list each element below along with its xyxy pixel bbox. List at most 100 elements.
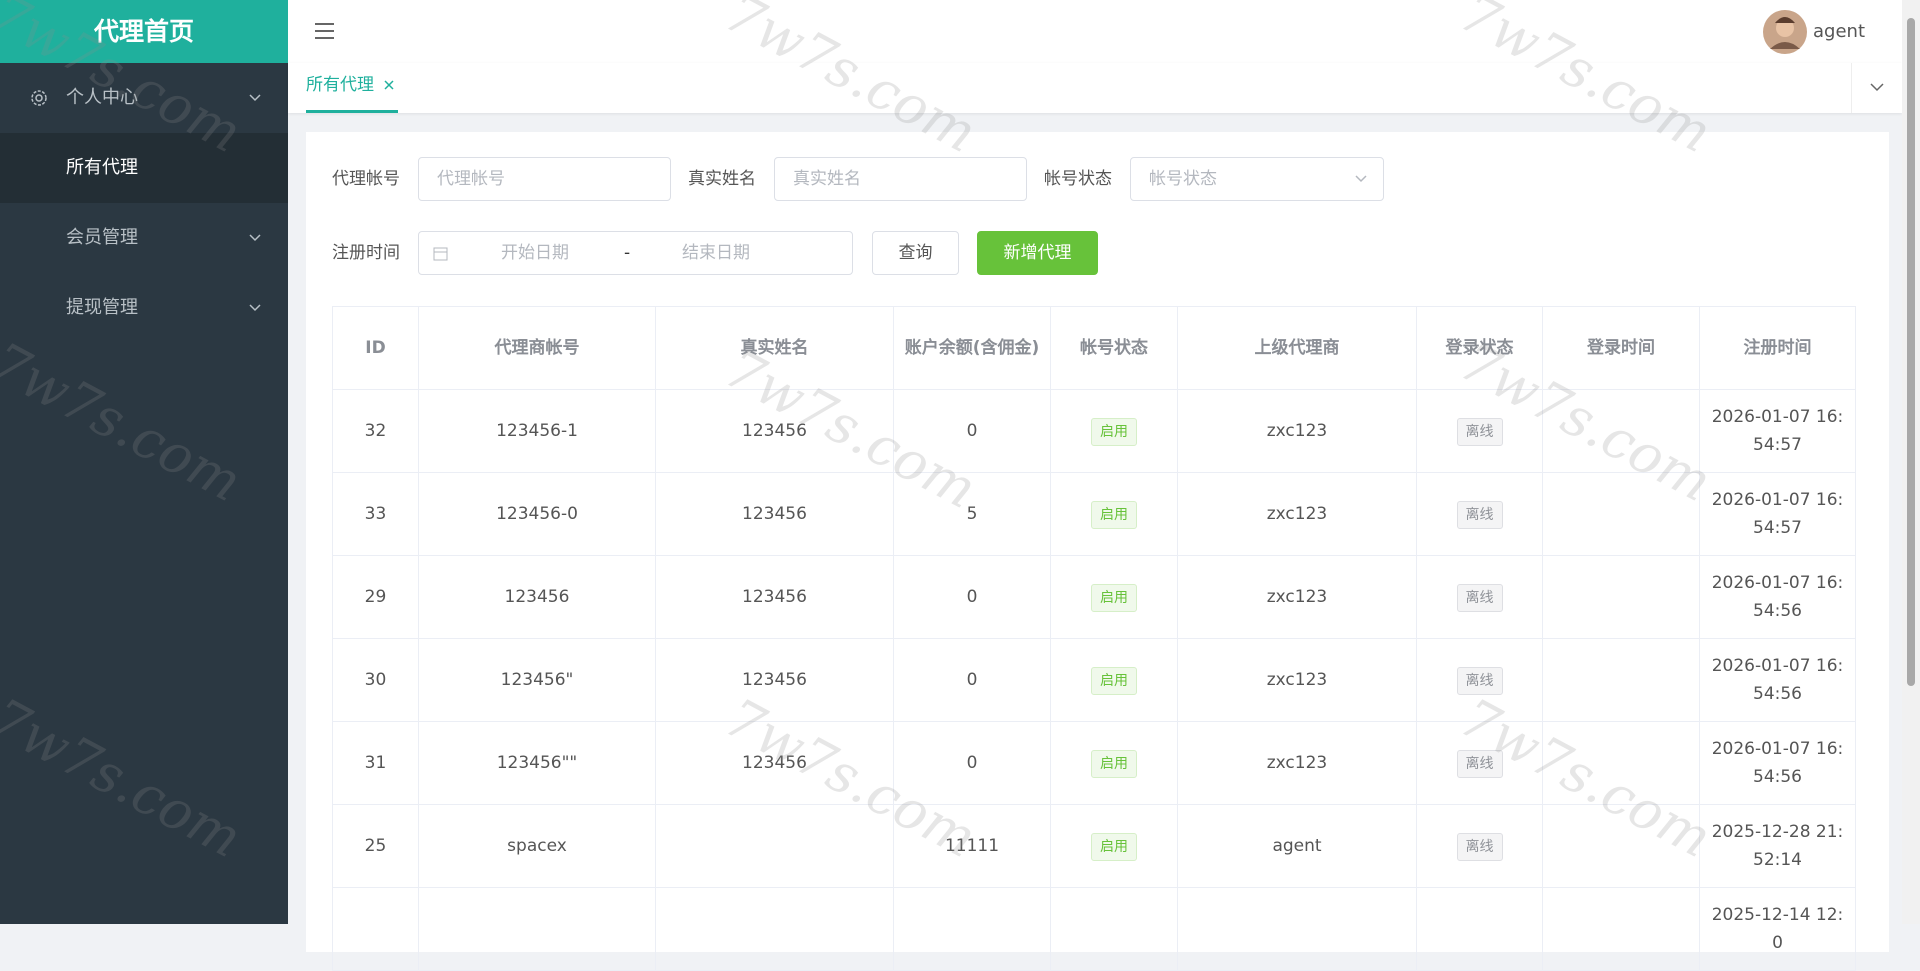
table-cell: 29 [332, 555, 419, 639]
menu-item[interactable]: 提现管理 [0, 273, 288, 343]
table-cell: 5 [893, 472, 1051, 556]
table-cell: 123456 [655, 721, 894, 805]
table-cell: 123456-0 [418, 472, 656, 556]
table-row: 2025-12-14 12:0 [332, 887, 1856, 971]
table-cell [1542, 472, 1700, 556]
table-cell [332, 887, 419, 971]
cell-text: 123456 [504, 587, 570, 607]
cell-text: zxc123 [1266, 504, 1328, 524]
cell-text: 2025-12-28 21:52:14 [1711, 822, 1844, 870]
name-input[interactable]: 真实姓名 [774, 157, 1027, 201]
tab[interactable]: 所有代理 [306, 63, 398, 113]
menu-chevron [249, 234, 261, 242]
column-header: 登录时间 [1542, 306, 1700, 390]
cell-text: 11111 [944, 836, 1000, 856]
cell-text: 33 [364, 504, 387, 524]
table-cell: 33 [332, 472, 419, 556]
cell-text: zxc123 [1266, 587, 1328, 607]
table-cell: 离线 [1416, 472, 1543, 556]
table-cell [1542, 721, 1700, 805]
agent-table: ID 代理商帐号 真实姓名 账户余额(含佣金) 帐号状态 上级代理商 登录状态 登录时间 注册时… [332, 306, 1856, 971]
start-date[interactable]: 开始日期 [501, 243, 569, 263]
cell-text: 2026-01-07 16:54:57 [1711, 407, 1844, 455]
filter-label: 代理帐号 [332, 169, 400, 189]
table-cell: 离线 [1416, 638, 1543, 722]
tab-bar: 所有代理 [288, 63, 1902, 113]
table-cell: 123456 [655, 638, 894, 722]
cell-text: 123456 [742, 670, 807, 690]
cell-text: zxc123 [1266, 753, 1328, 773]
login-badge: 离线 [1456, 832, 1503, 861]
menu-toggle[interactable] [314, 21, 336, 41]
cell-text: 123456 [742, 421, 807, 441]
table-cell [1177, 887, 1417, 971]
column-header: ID [332, 306, 419, 390]
login-badge: 离线 [1456, 749, 1503, 778]
table-cell [1542, 887, 1700, 971]
menu-item[interactable]: 所有代理 [0, 133, 288, 203]
query-button[interactable]: 查询 [872, 231, 959, 275]
table-cell: zxc123 [1177, 555, 1417, 639]
header: agent [288, 0, 1902, 63]
tab-label[interactable]: 所有代理 [306, 75, 374, 95]
table-cell: 2025-12-28 21:52:14 [1699, 804, 1856, 888]
column-header: 账户余额(含佣金) [893, 306, 1051, 390]
cell-text: spacex [507, 836, 567, 856]
table-cell [655, 804, 894, 888]
scrollbar[interactable] [1902, 0, 1920, 924]
logo[interactable]: 代理首页 [0, 0, 288, 63]
scrollbar-thumb[interactable] [1907, 18, 1915, 686]
cell-text: zxc123 [1266, 670, 1328, 690]
table-cell: 0 [893, 721, 1051, 805]
cell-text: 123456 [742, 587, 807, 607]
table-row: 30 123456" 123456 0 启用 zxc123 离线 2026-01-07 16:… [332, 638, 1856, 722]
status-select[interactable]: 帐号状态 [1130, 157, 1384, 201]
cell-text: 123456 [742, 504, 807, 524]
cell-text: 2026-01-07 16:54:56 [1711, 656, 1844, 704]
table-cell [1542, 804, 1700, 888]
table-cell [1542, 638, 1700, 722]
filter-label: 注册时间 [332, 243, 400, 263]
end-date[interactable]: 结束日期 [682, 243, 750, 263]
table-cell: zxc123 [1177, 721, 1417, 805]
table-cell: 25 [332, 804, 419, 888]
table-cell: 2026-01-07 16:54:57 [1699, 472, 1856, 556]
table-cell: 123456"" [418, 721, 656, 805]
table-cell: 离线 [1416, 804, 1543, 888]
table-row: 32 123456-1 123456 0 启用 zxc123 离线 2026-01-07 16… [332, 389, 1856, 473]
table-cell: 0 [893, 389, 1051, 473]
menu-label[interactable]: 个人中心 [66, 87, 138, 108]
menu-label[interactable]: 会员管理 [66, 227, 138, 248]
column-header: 代理商帐号 [418, 306, 656, 390]
cell-text: 123456 [742, 753, 807, 773]
table-cell [418, 887, 656, 971]
avatar[interactable] [1762, 9, 1808, 55]
menu-label[interactable]: 提现管理 [66, 297, 138, 318]
table-body: 32 123456-1 123456 0 启用 zxc123 离线 2026-01-07 16… [332, 389, 1856, 971]
tab-close[interactable] [384, 80, 394, 90]
menu-item[interactable]: 个人中心 [0, 63, 288, 133]
add-button[interactable]: 新增代理 [977, 231, 1098, 275]
table-cell: 2026-01-07 16:54:56 [1699, 555, 1856, 639]
status-badge: 启用 [1091, 832, 1137, 861]
table-cell [893, 887, 1051, 971]
tab-dropdown[interactable] [1851, 63, 1903, 113]
table-cell: 启用 [1050, 555, 1178, 639]
table-row: 31 123456"" 123456 0 启用 zxc123 离线 2026-01-07 16… [332, 721, 1856, 805]
username[interactable]: agent [1813, 21, 1865, 42]
table-cell: 123456" [418, 638, 656, 722]
table-cell: 启用 [1050, 804, 1178, 888]
column-header: 帐号状态 [1050, 306, 1178, 390]
table-cell [655, 887, 894, 971]
account-input[interactable]: 代理帐号 [418, 157, 671, 201]
date-range[interactable]: 开始日期 - 结束日期 [418, 231, 853, 275]
cell-text: 123456-0 [496, 504, 578, 524]
table-cell: 123456 [418, 555, 656, 639]
table-cell [1542, 389, 1700, 473]
table-cell: 离线 [1416, 555, 1543, 639]
menu-label[interactable]: 所有代理 [66, 157, 138, 178]
cell-text: 2025-12-14 12:0 [1711, 905, 1844, 953]
login-badge: 离线 [1456, 666, 1503, 695]
menu-item[interactable]: 会员管理 [0, 203, 288, 273]
